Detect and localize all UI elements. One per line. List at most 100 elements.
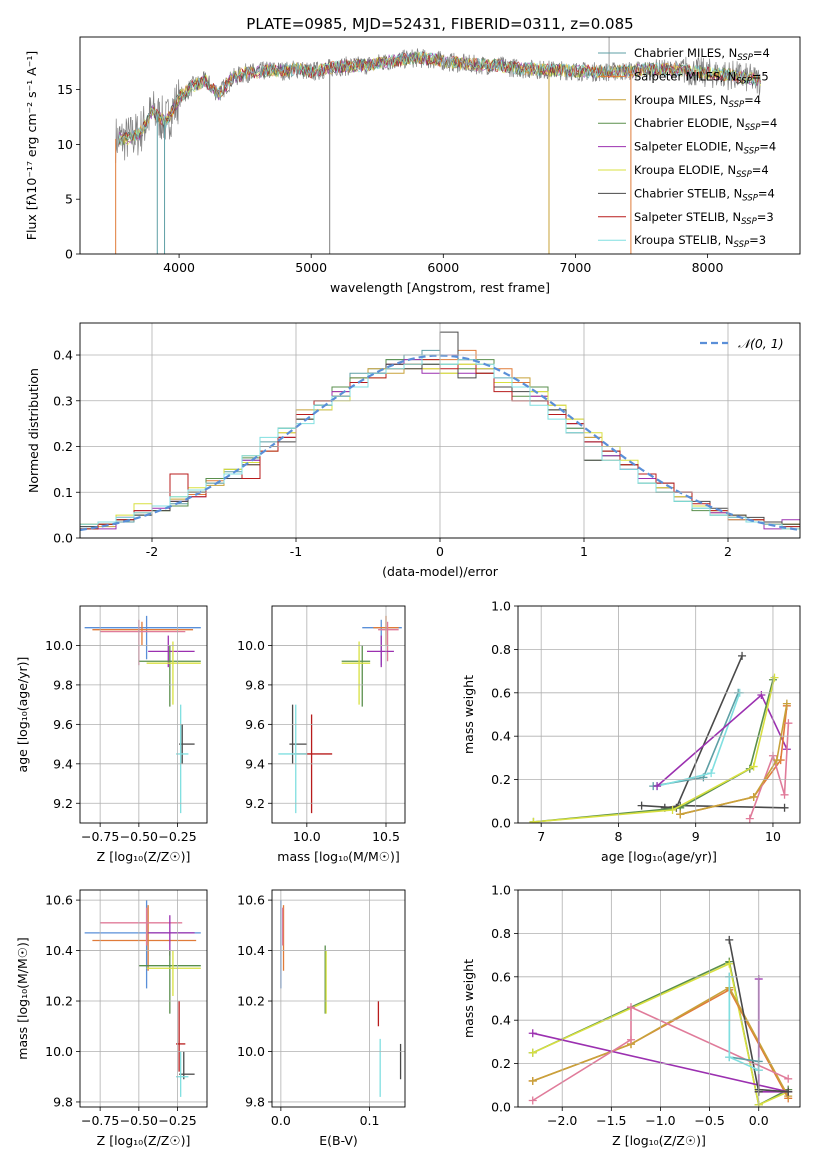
x-axis-label: Z [log₁₀(Z/Z☉)] — [612, 1133, 706, 1148]
x-tick-label: 6000 — [427, 260, 459, 275]
y-tick-label: 10.2 — [45, 994, 73, 1009]
weight-point-marker — [725, 959, 734, 968]
x-tick-label: −0.50 — [120, 829, 158, 844]
axes-frame — [79, 322, 801, 539]
legend-label-tail: =4 — [744, 93, 761, 107]
model-spectrum-line — [118, 50, 761, 146]
x-tick-label: −1.0 — [645, 1113, 675, 1128]
y-tick-label: 9.8 — [245, 1094, 265, 1109]
y-tick-label: 9.2 — [53, 796, 73, 811]
legend-label: Salpeter MILES, NSSP=5 — [634, 69, 769, 86]
axes-frame — [79, 889, 208, 1108]
y-tick-label: 0.2 — [491, 1056, 511, 1071]
y-tick-label: 1.0 — [491, 883, 511, 898]
legend-label-main: Salpeter STELIB, N — [634, 210, 741, 224]
y-axis-label: Normed distribution — [26, 368, 41, 493]
model-spectrum-line — [118, 51, 761, 146]
legend-label-tail: =4 — [760, 116, 777, 130]
x-tick-label: −0.75 — [81, 829, 119, 844]
legend-label-main: Salpeter ELODIE, N — [634, 140, 744, 154]
panel-weight-vs-Z: −2.0 −1.5 −1.0 −0.5 0.0 0.0 0.2 0.4 0.6 0.8 1.0 Z [… — [461, 883, 801, 1148]
x-tick-label: 7 — [537, 829, 545, 844]
y-tick-label: 0.0 — [491, 1100, 511, 1115]
y-tick-label: 9.8 — [53, 677, 73, 692]
y-tick-label: 9.2 — [245, 796, 265, 811]
weight-point-marker — [780, 790, 789, 799]
legend-label: Kroupa MILES, NSSP=4 — [634, 93, 761, 110]
legend-label-sub: SSP — [736, 76, 752, 86]
weight-point-marker — [626, 1035, 635, 1044]
y-tick-label: 0.8 — [491, 642, 511, 657]
x-tick-label: -1 — [290, 544, 302, 559]
y-tick-label: 9.6 — [53, 717, 73, 732]
weight-point-marker — [637, 801, 646, 810]
x-axis-label: age [log₁₀(age/yr)] — [601, 849, 717, 864]
y-tick-label: 0.4 — [53, 348, 73, 363]
y-tick-label: 10.0 — [45, 638, 73, 653]
weight-point-marker — [528, 1096, 537, 1105]
y-tick-label: 10.0 — [237, 638, 265, 653]
y-tick-label: 0.4 — [491, 1013, 511, 1028]
legend-label-tail: =5 — [752, 69, 769, 83]
weight-point-marker — [725, 935, 734, 944]
legend-label-main: Chabrier ELODIE, N — [634, 116, 745, 130]
legend-label-sub: SSP — [742, 193, 758, 203]
panel-mass-vs-Z: −0.75 −0.50 −0.25 9.8 10.0 10.2 10.4 10.6 Z [log… — [15, 889, 208, 1148]
legend-label-tail: =4 — [759, 140, 776, 154]
legend-label: Kroupa ELODIE, NSSP=4 — [634, 163, 769, 180]
y-tick-label: 0.2 — [491, 772, 511, 787]
weight-point-marker — [784, 1087, 793, 1096]
y-tick-label: 10.2 — [237, 994, 265, 1009]
weight-point-marker — [668, 805, 677, 814]
y-tick-label: 9.4 — [53, 756, 73, 771]
y-tick-label: 10.0 — [45, 1044, 73, 1059]
x-axis-label: E(B-V) — [319, 1133, 358, 1148]
y-tick-label: 0.0 — [491, 816, 511, 831]
weight-point-marker — [528, 1076, 537, 1085]
plot-area-spectrum — [115, 37, 761, 254]
legend-label: Kroupa STELIB, NSSP=3 — [634, 233, 766, 250]
y-tick-label: 15 — [57, 82, 73, 97]
weight-point-marker — [738, 651, 747, 660]
weight-point-marker — [653, 782, 662, 791]
y-tick-label: 9.4 — [245, 756, 265, 771]
legend-label: Chabrier ELODIE, NSSP=4 — [634, 116, 777, 133]
plot-area-weight-vs-age — [529, 651, 793, 823]
plot-area-mass-vs-Z — [84, 900, 201, 1097]
x-tick-label: −0.75 — [81, 1113, 119, 1128]
y-tick-label: 0.4 — [491, 729, 511, 744]
y-tick-label: 0.1 — [53, 485, 73, 500]
legend-label-sub: SSP — [729, 100, 745, 110]
legend-label-tail: =3 — [757, 210, 774, 224]
y-tick-label: 9.8 — [53, 1094, 73, 1109]
axes-frame — [79, 605, 208, 824]
y-axis-label: mass weight — [461, 675, 476, 754]
x-axis-label: mass [log₁₀(M/M☉)] — [277, 849, 399, 864]
y-tick-label: 0.0 — [53, 531, 73, 546]
x-axis-label: Z [log₁₀(Z/Z☉)] — [97, 1133, 191, 1148]
y-tick-label: 10.6 — [237, 893, 265, 908]
x-tick-label: 0.0 — [271, 1113, 291, 1128]
plot-area-age-vs-Z — [84, 615, 201, 814]
y-tick-label: 5 — [65, 192, 73, 207]
weight-point-marker — [749, 762, 758, 771]
weight-series-line — [728, 976, 760, 1071]
legend-label: Salpeter ELODIE, NSSP=4 — [634, 140, 776, 157]
y-tick-label: 0 — [65, 247, 73, 262]
legend-label-sub: SSP — [734, 240, 750, 250]
axes-frame — [517, 605, 801, 824]
panel-weight-vs-age: 7 8 9 10 0.0 0.2 0.4 0.6 0.8 1.0 age [log₁₀(age/yr… — [461, 599, 801, 864]
x-axis-label: Z [log₁₀(Z/Z☉)] — [97, 849, 191, 864]
x-tick-label: −0.25 — [158, 829, 196, 844]
x-tick-label: −0.25 — [158, 1113, 196, 1128]
weight-point-marker — [528, 1029, 537, 1038]
x-tick-label: −0.50 — [120, 1113, 158, 1128]
x-tick-label: 0.0 — [749, 1113, 769, 1128]
legend-label-tail: =4 — [753, 46, 770, 60]
legend-label-main: Kroupa MILES, N — [634, 93, 729, 107]
weight-point-marker — [676, 810, 685, 819]
weight-point-marker — [749, 792, 758, 801]
weight-series-line — [728, 976, 760, 1071]
y-tick-label: 10.4 — [45, 943, 73, 958]
